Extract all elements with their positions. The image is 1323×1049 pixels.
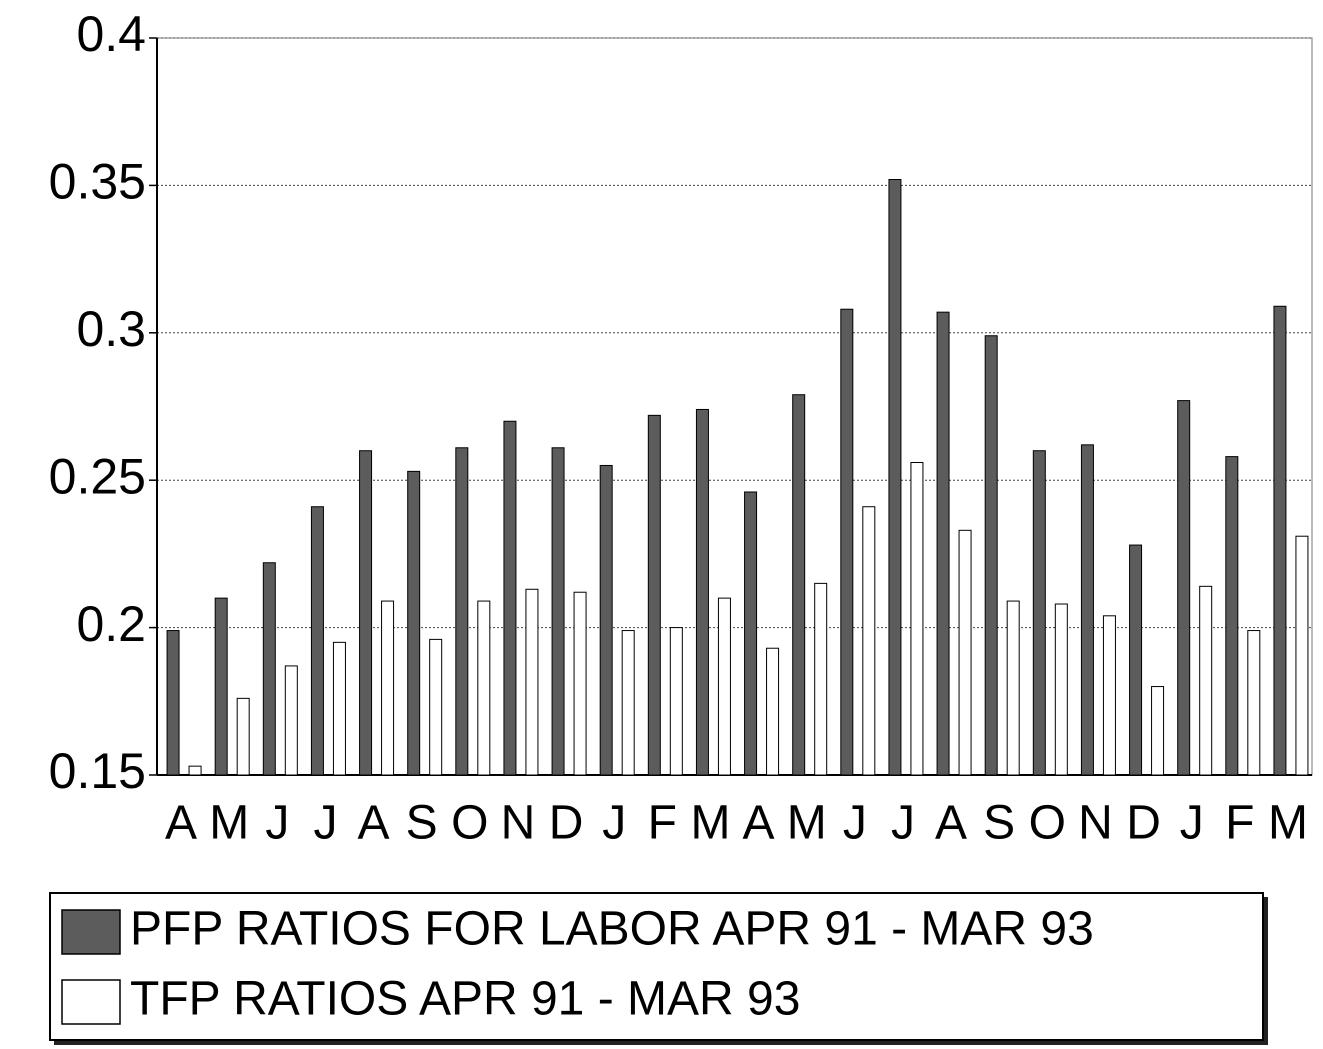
bar	[381, 600, 395, 776]
bar	[958, 529, 972, 776]
bar	[1102, 615, 1116, 776]
bar	[284, 665, 298, 776]
bar	[984, 335, 998, 776]
bar	[792, 394, 806, 776]
x-tick-label: N	[1078, 797, 1113, 850]
bar	[407, 470, 421, 776]
bar	[766, 647, 780, 776]
y-tick-label: 0.35	[49, 154, 146, 210]
bar	[573, 591, 587, 776]
bar	[236, 697, 250, 776]
y-tick-label: 0.4	[76, 6, 146, 62]
bar	[1054, 603, 1068, 776]
x-tick-label: S	[983, 797, 1015, 850]
bar	[1032, 450, 1046, 776]
bar	[910, 462, 924, 776]
bar	[359, 450, 373, 776]
bar	[1006, 600, 1020, 776]
x-tick-label: J	[265, 797, 289, 850]
x-tick-label: A	[165, 797, 197, 850]
x-tick-label: M	[1268, 797, 1308, 850]
bar	[814, 582, 828, 776]
bar	[166, 630, 180, 776]
x-tick-label: A	[743, 797, 775, 850]
bar	[1295, 535, 1309, 776]
y-tick-label: 0.3	[76, 301, 146, 357]
x-tick-label: O	[1029, 797, 1066, 850]
bar	[1225, 456, 1239, 776]
x-tick-label: J	[313, 797, 337, 850]
bar	[621, 630, 635, 776]
y-tick-label: 0.25	[49, 448, 146, 504]
bar	[188, 765, 202, 776]
bar	[262, 562, 276, 776]
bar	[455, 447, 469, 776]
x-tick-label: F	[1225, 797, 1254, 850]
legend-swatch	[61, 909, 121, 955]
legend-label: TFP RATIOS APR 91 - MAR 93	[130, 973, 800, 1026]
x-tick-label: F	[648, 797, 677, 850]
bar	[744, 491, 758, 776]
y-tick-label: 0.2	[76, 596, 146, 652]
x-tick-label: J	[891, 797, 915, 850]
bar	[332, 641, 346, 776]
x-tick-label: N	[501, 797, 536, 850]
bar	[599, 464, 613, 776]
x-tick-label: O	[451, 797, 488, 850]
x-tick-label: J	[843, 797, 867, 850]
x-tick-label: M	[690, 797, 730, 850]
bar	[888, 179, 902, 776]
bar	[525, 588, 539, 776]
x-tick-label: M	[787, 797, 827, 850]
bar	[1273, 305, 1287, 776]
bar	[477, 600, 491, 776]
bar	[429, 638, 443, 776]
bar	[551, 447, 565, 776]
bar	[647, 414, 661, 776]
x-tick-label: D	[1126, 797, 1161, 850]
bar	[669, 627, 683, 776]
bar	[1080, 444, 1094, 776]
x-tick-label: S	[406, 797, 438, 850]
bar	[1151, 686, 1165, 776]
x-tick-label: J	[1180, 797, 1204, 850]
bar	[717, 597, 731, 776]
bar	[862, 506, 876, 776]
bar	[840, 308, 854, 776]
bar	[695, 408, 709, 776]
y-tick-label: 0.15	[49, 743, 146, 799]
x-tick-label: D	[549, 797, 584, 850]
bar	[1129, 544, 1143, 776]
x-tick-label: M	[209, 797, 249, 850]
legend-label: PFP RATIOS FOR LABOR APR 91 - MAR 93	[130, 903, 1094, 956]
x-tick-label: A	[935, 797, 967, 850]
legend-box	[49, 892, 1264, 1041]
bar	[1247, 630, 1261, 776]
legend-swatch	[61, 979, 121, 1025]
bar	[503, 420, 517, 776]
bar	[214, 597, 228, 776]
x-tick-label: J	[602, 797, 626, 850]
bar	[1177, 400, 1191, 776]
x-tick-label: A	[358, 797, 390, 850]
bar	[310, 506, 324, 776]
bar	[936, 311, 950, 776]
bar	[1199, 585, 1213, 776]
